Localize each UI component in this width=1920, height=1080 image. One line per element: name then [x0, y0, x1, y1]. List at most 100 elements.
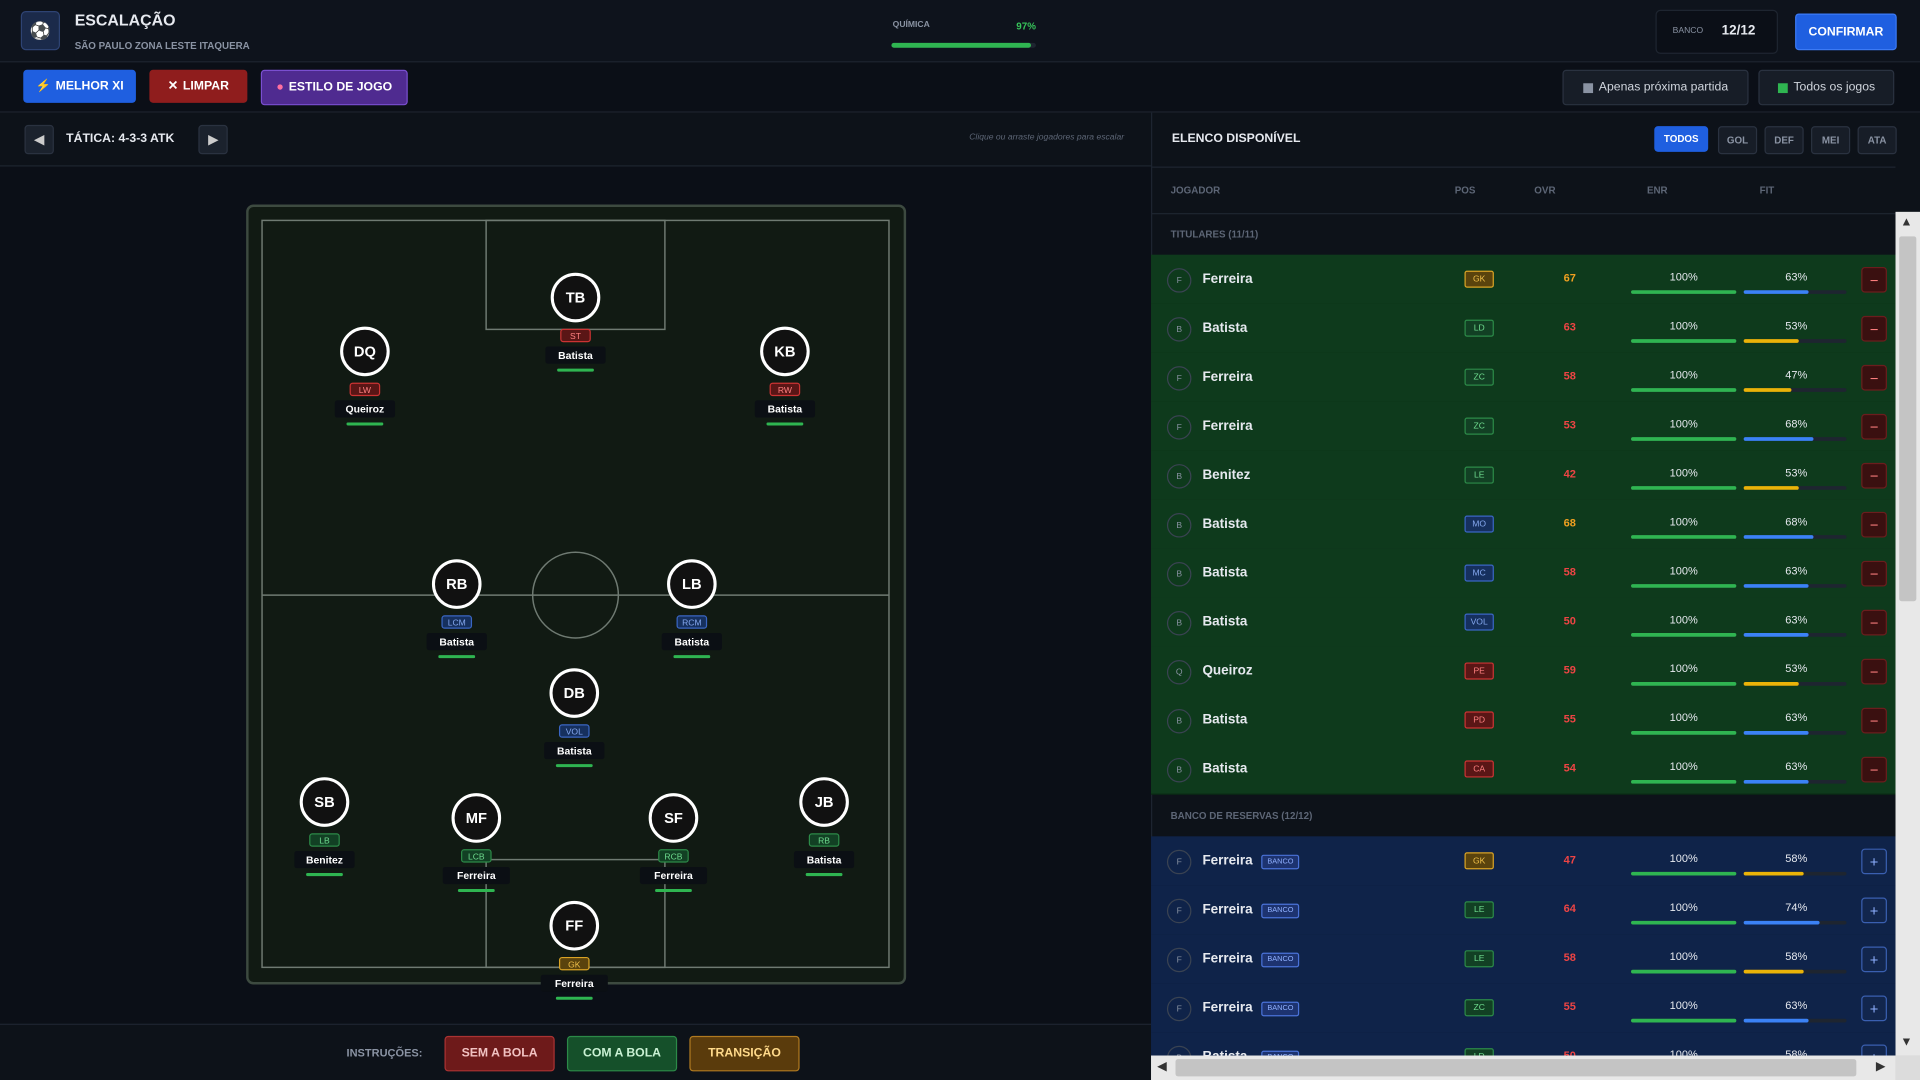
- remove-button[interactable]: −: [1861, 658, 1887, 685]
- player-row: F Ferreira BANCO LE 64 100% 74% +: [1151, 885, 1896, 936]
- player-name: Ferreira: [1202, 1000, 1253, 1016]
- next-tactic[interactable]: ▶: [198, 124, 228, 155]
- player-form: [557, 368, 594, 372]
- best-xi-text: MELHOR XI: [55, 79, 124, 94]
- energy-text: 100%: [1669, 950, 1698, 963]
- all-games-option[interactable]: Todos os jogos: [1758, 69, 1895, 106]
- transition-button[interactable]: TRANSIÇÃO: [689, 1035, 800, 1072]
- remove-button[interactable]: −: [1861, 560, 1887, 587]
- pitch-player[interactable]: KB RW Batista: [754, 326, 816, 426]
- remove-button[interactable]: −: [1861, 364, 1887, 391]
- h-thumb[interactable]: [1175, 1059, 1857, 1077]
- energy-track: [1631, 486, 1737, 490]
- best-xi-button[interactable]: ⚡ MELHOR XI: [23, 69, 136, 103]
- remove-button[interactable]: −: [1861, 266, 1887, 293]
- remove-button[interactable]: −: [1861, 315, 1887, 342]
- without-ball-button[interactable]: SEM A BOLA: [444, 1035, 555, 1072]
- fit-text: 63%: [1785, 760, 1808, 773]
- pos-badge: LE: [1464, 950, 1494, 968]
- remove-button[interactable]: −: [1861, 756, 1887, 783]
- player-token: [550, 272, 601, 323]
- pitch-player[interactable]: FF GK Ferreira: [540, 900, 608, 1000]
- add-button[interactable]: +: [1861, 897, 1887, 924]
- filter-button[interactable]: ATA: [1857, 126, 1897, 155]
- h-scrollbar[interactable]: ◀ ▶: [1151, 1055, 1896, 1080]
- pos-badge: GK: [1464, 270, 1494, 288]
- filter-button[interactable]: MEI: [1811, 126, 1851, 155]
- player-initial: B: [1166, 757, 1192, 783]
- chemistry-value: 97%: [1016, 20, 1036, 32]
- bench-section-label: BANCO DE RESERVAS (12/12): [1170, 810, 1313, 822]
- bench-badge: BANCO: [1261, 1001, 1300, 1017]
- player-initial: F: [1166, 415, 1192, 440]
- all-games-text: Todos os jogos: [1793, 80, 1876, 95]
- pitch-player[interactable]: MF LCB Ferreira: [442, 793, 510, 893]
- name-bg: [334, 400, 396, 418]
- fit-bar: [1743, 633, 1809, 637]
- pos-badge: ZC: [1464, 417, 1494, 435]
- pitch-player[interactable]: TB ST Batista: [545, 272, 606, 372]
- starters-label: TITULARES (11/11): [1170, 228, 1259, 241]
- style-button[interactable]: ● ESTILO DE JOGO: [260, 69, 408, 106]
- scroll-up[interactable]: ▲: [1900, 215, 1913, 229]
- pitch-player[interactable]: JB RB Batista: [793, 777, 855, 877]
- scroll-right[interactable]: ▶: [1875, 1060, 1886, 1074]
- player-pos: GK: [568, 959, 581, 969]
- pitch-player[interactable]: DB VOL Batista: [544, 668, 605, 768]
- filter-button[interactable]: GOL: [1717, 126, 1758, 155]
- pitch-area: TB ST Batista DQ LW Queiroz KB RW Batista RB LCM Ba…: [0, 166, 1152, 1024]
- scroll-left[interactable]: ◀: [1157, 1060, 1167, 1074]
- energy-bar: [1631, 388, 1737, 392]
- v-scrollbar[interactable]: ▲ ▼: [1895, 211, 1920, 1056]
- remove-button[interactable]: −: [1861, 511, 1887, 538]
- pitch-player[interactable]: DQ LW Queiroz: [334, 326, 396, 426]
- fit-track: [1743, 1018, 1847, 1023]
- remove-button[interactable]: −: [1861, 413, 1887, 440]
- player-name: Ferreira: [1202, 951, 1253, 967]
- add-button[interactable]: +: [1861, 848, 1887, 875]
- pitch-player[interactable]: SF RCB Ferreira: [639, 793, 708, 893]
- pitch-player[interactable]: LB RCM Batista: [661, 559, 722, 659]
- remove-button[interactable]: −: [1861, 707, 1887, 734]
- bench-box: BANCO 12/12: [1655, 9, 1778, 54]
- filter-button[interactable]: DEF: [1764, 126, 1804, 155]
- remove-button[interactable]: −: [1861, 609, 1887, 636]
- player-token: [760, 326, 810, 377]
- confirm-button[interactable]: CONFIRMAR: [1795, 13, 1897, 51]
- player-form: [346, 422, 384, 426]
- player-name: Batista: [807, 855, 842, 866]
- energy-track: [1631, 920, 1737, 925]
- checkbox: [1582, 82, 1593, 93]
- fit-track: [1743, 535, 1847, 539]
- prev-tactic[interactable]: ◀: [24, 124, 54, 155]
- fit-track: [1743, 339, 1847, 343]
- clear-button[interactable]: ✕ LIMPAR: [149, 69, 248, 103]
- with-ball-button[interactable]: COM A BOLA: [566, 1035, 678, 1072]
- player-initial: B: [1166, 513, 1192, 538]
- scroll-down[interactable]: ▼: [1900, 1035, 1913, 1050]
- player-pos: RCM: [682, 618, 702, 628]
- squad-title: ELENCO DISPONÍVEL: [1171, 132, 1301, 146]
- energy-bar: [1631, 969, 1737, 974]
- add-button[interactable]: +: [1861, 995, 1887, 1022]
- v-thumb[interactable]: [1899, 236, 1917, 602]
- player-name: Ferreira: [1202, 369, 1253, 385]
- filter-button[interactable]: TODOS: [1654, 126, 1709, 152]
- pos-badge: PD: [1464, 711, 1494, 729]
- pitch-player[interactable]: RB LCM Batista: [426, 559, 487, 659]
- next-match-option[interactable]: Apenas próxima partida: [1562, 69, 1749, 106]
- player-token: [340, 326, 390, 377]
- fit-text: 68%: [1785, 417, 1808, 430]
- name-bg: [639, 866, 708, 885]
- player-name: Batista: [1202, 614, 1248, 630]
- player-row: Q Queiroz PE 59 100% 53% −: [1151, 646, 1896, 697]
- energy-bar: [1631, 731, 1737, 735]
- player-initial: B: [1166, 708, 1192, 734]
- remove-button[interactable]: −: [1861, 462, 1887, 489]
- player-initials: MF: [466, 811, 487, 827]
- add-button[interactable]: +: [1861, 946, 1887, 973]
- pitch-player[interactable]: SB LB Benitez: [294, 777, 355, 877]
- player-form: [655, 888, 692, 893]
- bench-label: BANCO: [1672, 26, 1704, 36]
